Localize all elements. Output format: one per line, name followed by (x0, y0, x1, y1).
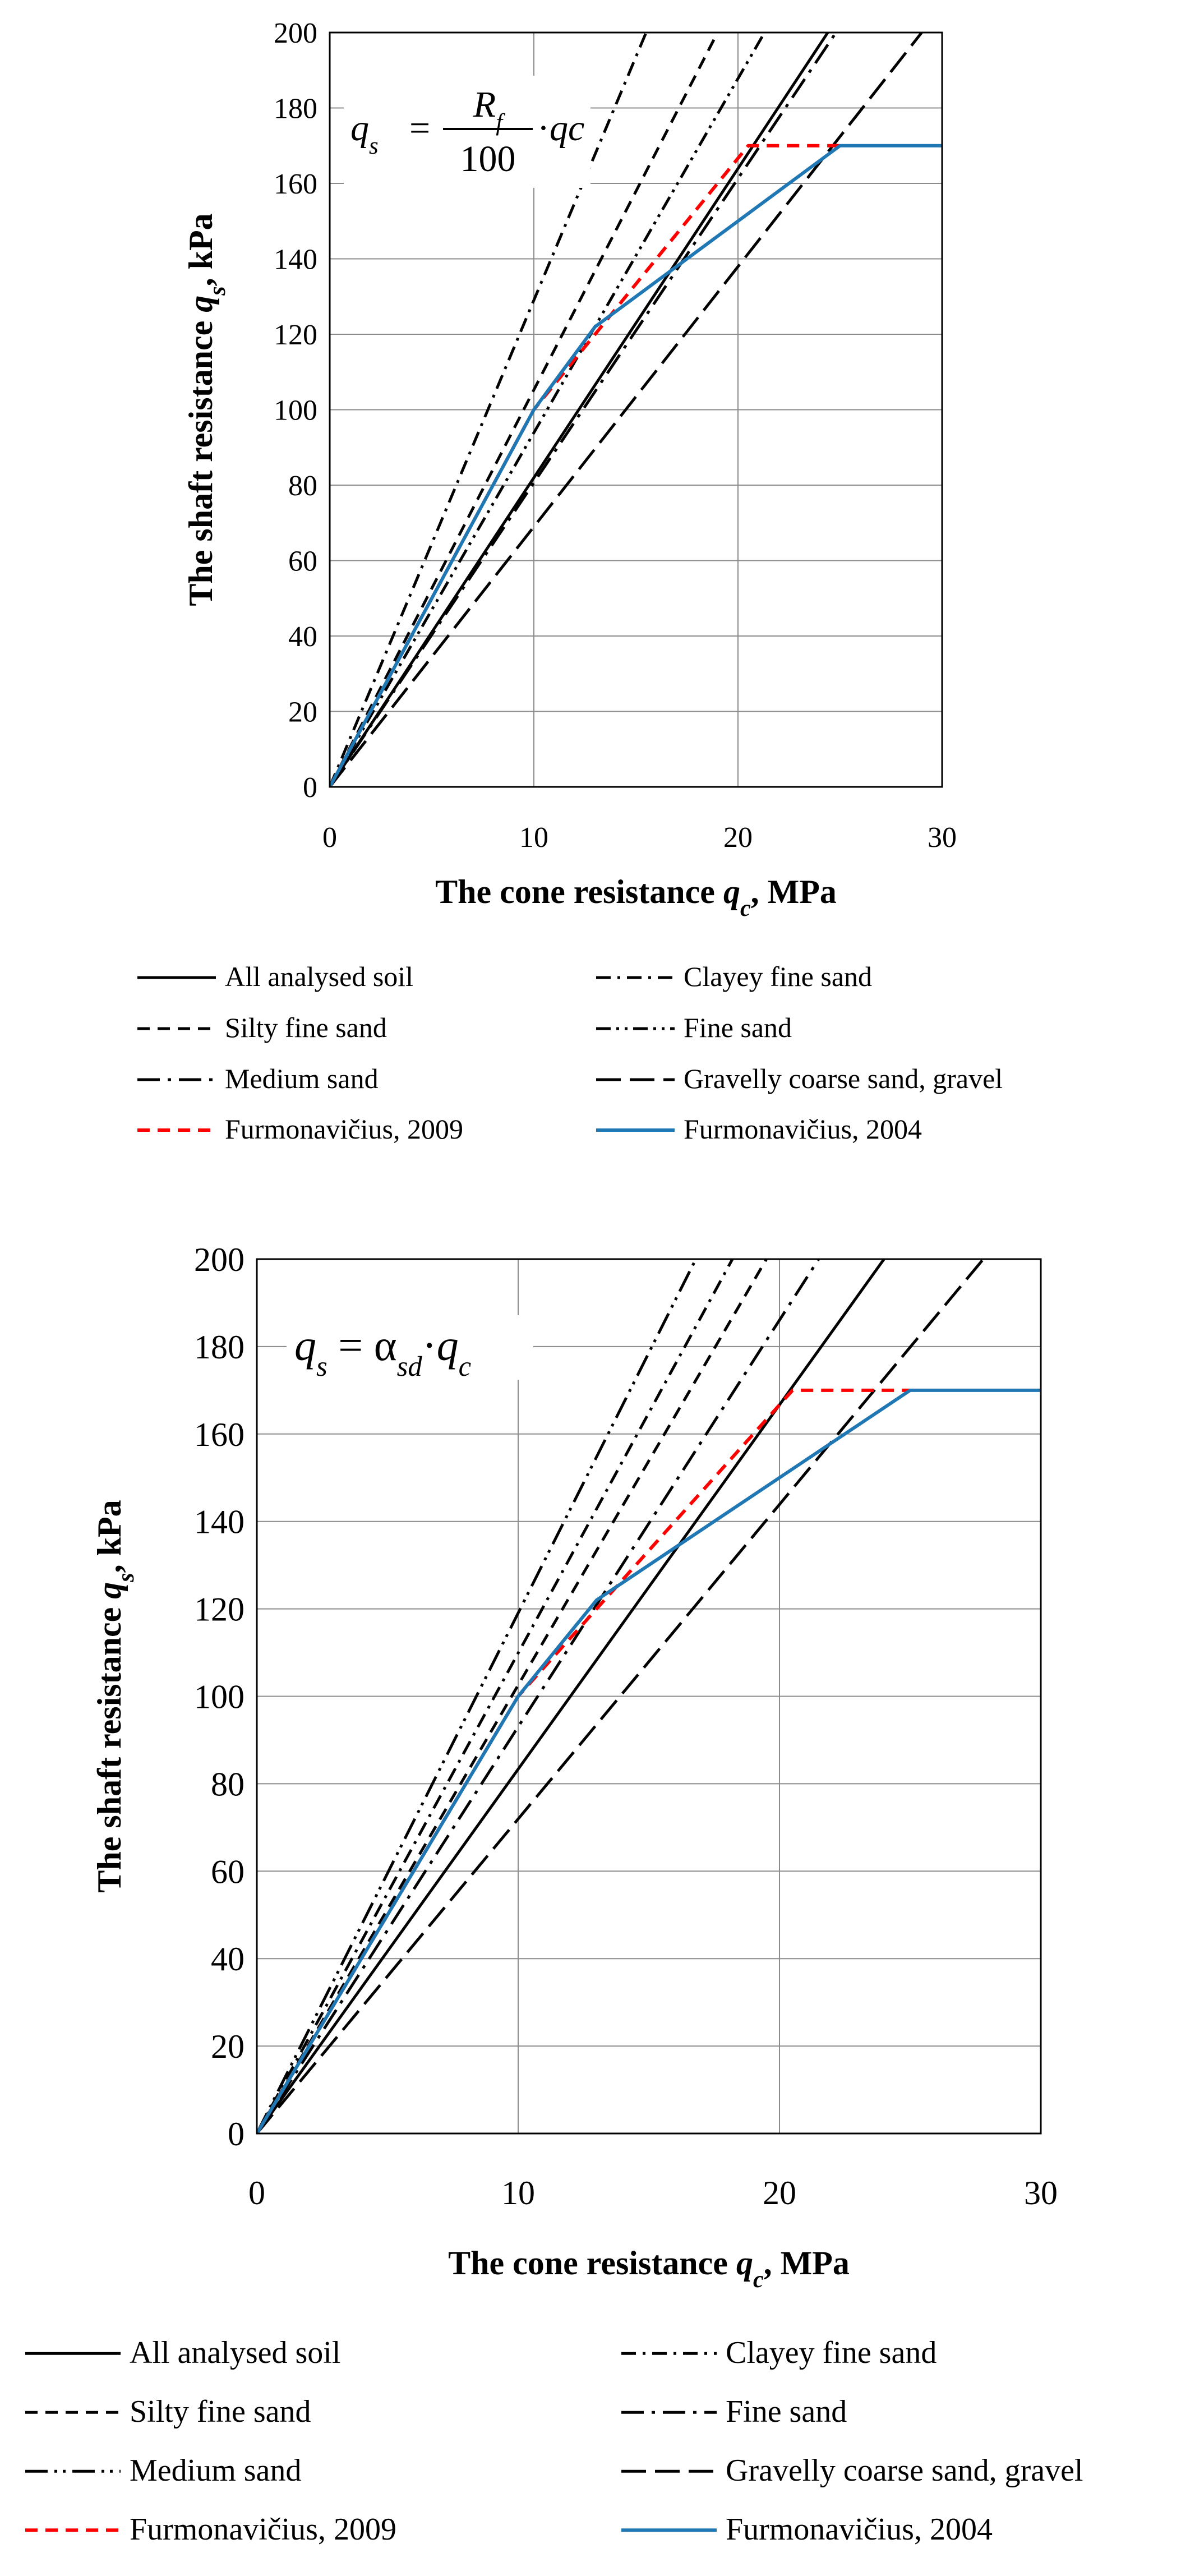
legend: All analysed soil Clayey fine sand Silty f… (137, 961, 1003, 1145)
y-tick-label: 200 (194, 1241, 244, 1278)
legend-item: Clayey fine sand (621, 2335, 937, 2370)
formula-denominator: 100 (460, 139, 516, 179)
series-line-4 (330, 33, 766, 787)
legend-item: Silty fine sand (25, 2394, 311, 2429)
series-line-2 (257, 1259, 734, 2133)
formula-equals: = (409, 108, 430, 149)
y-tick-label: 40 (288, 621, 317, 653)
series-line-6 (257, 1259, 985, 2133)
x-tick-label: 0 (322, 822, 337, 854)
series-line-2 (330, 33, 648, 787)
legend-item: Silty fine sand (137, 1012, 387, 1043)
plot-frame (256, 1258, 1042, 2135)
y-tick-label: 120 (274, 319, 317, 351)
legend-item: Furmonavičius, 2009 (25, 2512, 396, 2547)
x-tick-label: 0 (248, 2174, 265, 2211)
legend-label: Furmonavičius, 2009 (225, 1113, 463, 1145)
y-tick-label: 160 (274, 168, 317, 200)
legend-label: Clayey fine sand (726, 2335, 937, 2370)
legend-item: All analysed soil (137, 961, 413, 992)
plot-frame (329, 31, 943, 788)
formula-text: qs = αsd·qc (294, 1321, 471, 1382)
y-tick-label: 180 (194, 1329, 244, 1366)
chart-1: 0 20 40 60 80 100 120 140 160 180 200 0 10 20 30 The co… (137, 17, 1003, 1145)
x-tick-label: 10 (519, 822, 548, 854)
x-tick-label: 30 (1024, 2174, 1058, 2211)
y-tick-label: 200 (274, 17, 317, 49)
x-tick-label: 10 (501, 2174, 535, 2211)
series-line-8 (257, 1388, 1041, 2133)
legend-label: Gravelly coarse sand, gravel (684, 1063, 1003, 1094)
legend-item: Medium sand (25, 2453, 301, 2488)
y-tick-label: 160 (194, 1416, 244, 1453)
y-tick-label: 60 (288, 546, 317, 578)
series-line-7 (257, 1388, 910, 2133)
y-tick-label: 100 (194, 1679, 244, 1716)
series-line-8 (330, 144, 942, 787)
legend-item: Gravelly coarse sand, gravel (596, 1063, 1003, 1094)
x-axis-title: The cone resistance qc, MPa (435, 873, 837, 921)
y-tick-label: 0 (303, 772, 317, 804)
legend-label: Silty fine sand (225, 1012, 387, 1043)
legend-label: All analysed soil (225, 961, 413, 992)
series-line-4 (257, 1259, 820, 2133)
y-tick-label: 180 (274, 93, 317, 125)
legend-item: Furmonavičius, 2009 (137, 1113, 463, 1145)
legend-label: Fine sand (726, 2394, 847, 2429)
legend-item: Clayey fine sand (596, 961, 872, 992)
legend-item: Gravelly coarse sand, gravel (621, 2453, 1083, 2488)
chart-2: 0 20 40 60 80 100 120 140 160 180 200 0 10 20 30 The co… (25, 1241, 1083, 2547)
legend-label: Fine sand (684, 1012, 792, 1043)
series-line-6 (330, 33, 923, 787)
formula-tail: ·qc (537, 108, 584, 149)
legend-item: All analysed soil (25, 2335, 340, 2370)
formula-lhs: qs (350, 108, 379, 159)
series-line-3 (257, 1259, 768, 2133)
y-tick-label: 20 (288, 697, 317, 729)
formula-annotation: qs = αsd·qc (287, 1315, 533, 1382)
series-line-5 (257, 1259, 698, 2133)
legend-label: Clayey fine sand (684, 961, 872, 992)
legend-item: Fine sand (621, 2394, 847, 2429)
x-axis-title: The cone resistance qc, MPa (448, 2245, 850, 2293)
legend-item: Furmonavičius, 2004 (596, 1113, 922, 1145)
legend-label: Medium sand (130, 2453, 301, 2488)
legend-label: Medium sand (225, 1063, 379, 1094)
legend-item: Fine sand (596, 1012, 792, 1043)
x-tick-label: 30 (928, 822, 957, 854)
y-tick-label: 80 (211, 1766, 244, 1803)
series-line-1 (257, 1259, 885, 2133)
legend-label: Furmonavičius, 2009 (130, 2512, 396, 2547)
legend-label: Furmonavičius, 2004 (726, 2512, 993, 2547)
y-tick-label: 120 (194, 1591, 244, 1628)
legend: All analysed soil Clayey fine sand Silty f… (25, 2335, 1083, 2547)
y-tick-label: 140 (194, 1504, 244, 1541)
y-tick-label: 60 (211, 1853, 244, 1890)
y-tick-label: 140 (274, 244, 317, 276)
y-axis-title: The shaft resistance qs, kPa (91, 1500, 139, 1892)
x-tick-label: 20 (763, 2174, 796, 2211)
legend-item: Furmonavičius, 2004 (621, 2512, 993, 2547)
series-line-1 (330, 33, 829, 787)
y-tick-label: 0 (228, 2116, 244, 2153)
series-line-3 (330, 33, 719, 787)
legend-label: Silty fine sand (130, 2394, 311, 2429)
x-tick-label: 20 (723, 822, 753, 854)
y-tick-label: 100 (274, 395, 317, 427)
y-tick-label: 40 (211, 1941, 244, 1978)
legend-label: Furmonavičius, 2004 (684, 1113, 922, 1145)
legend-label: All analysed soil (130, 2335, 340, 2370)
y-tick-label: 80 (288, 470, 317, 502)
y-tick-label: 20 (211, 2028, 244, 2065)
series-line-5 (330, 33, 837, 787)
legend-label: Gravelly coarse sand, gravel (726, 2453, 1083, 2488)
y-axis-title: The shaft resistance qs, kPa (182, 213, 230, 606)
legend-item: Medium sand (137, 1063, 379, 1094)
